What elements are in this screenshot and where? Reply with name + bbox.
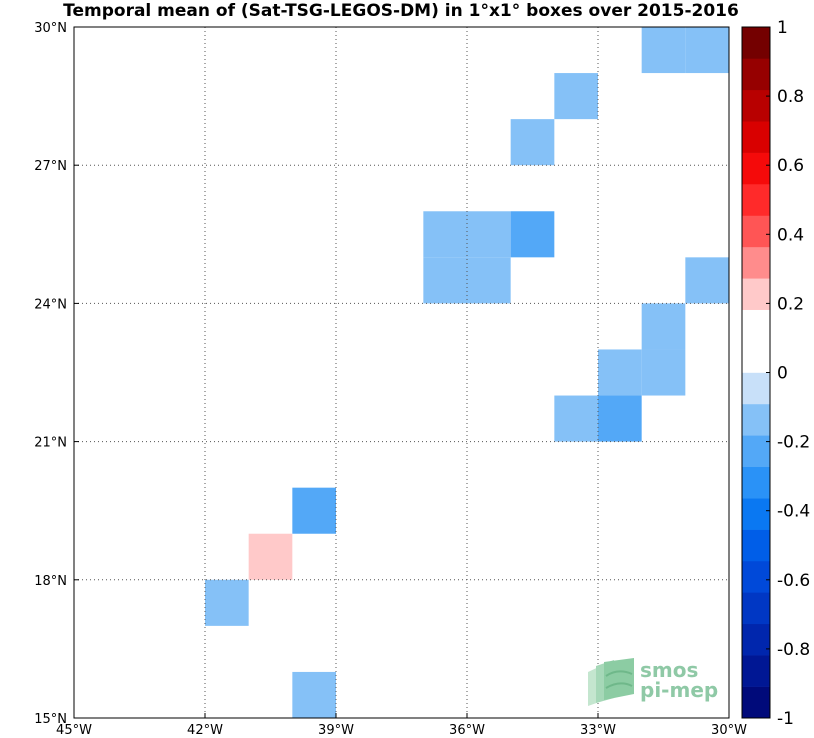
smos-pi-mep-logo: smos pi-mep: [588, 658, 718, 706]
y-tick-label: 15°N: [34, 712, 67, 727]
heatmap-cell: [598, 349, 642, 396]
colorbar-segment: [742, 592, 770, 625]
chart-title: Temporal mean of (Sat-TSG-LEGOS-DM) in 1…: [63, 1, 739, 21]
heatmap-cell: [205, 579, 249, 626]
colorbar-segment: [742, 152, 770, 185]
colorbar-segment: [742, 58, 770, 91]
y-tick-label: 27°N: [34, 159, 67, 174]
heatmap-cells: [205, 27, 729, 718]
heatmap-cell: [292, 671, 336, 718]
x-axis-ticks: 45°W 42°W 39°W 36°W 33°W 30°W: [56, 713, 747, 738]
colorbar-segment: [742, 466, 770, 499]
colorbar-segment: [742, 341, 770, 373]
colorbar-tick-label: -0.8: [777, 640, 810, 660]
colorbar-segment: [742, 529, 770, 562]
colorbar-tick-label: 1: [777, 18, 788, 38]
colorbar: 1 0.8 0.6 0.4 0.2 0 -0.2 -0.4 -0.6 -0.8 -1: [741, 18, 810, 729]
colorbar-segment: [742, 27, 770, 59]
colorbar-segment: [742, 372, 770, 405]
x-tick-label: 45°W: [56, 723, 92, 738]
heatmap-cell: [423, 257, 467, 304]
x-tick-label: 42°W: [187, 723, 223, 738]
colorbar-tick-label: -1: [777, 709, 794, 729]
logo-text-pimep: pi-mep: [640, 678, 718, 702]
colorbar-segment: [742, 403, 770, 436]
heatmap-cell: [248, 533, 293, 580]
heatmap-cell: [641, 27, 686, 74]
heatmap-cell: [685, 257, 729, 304]
colorbar-segment: [742, 498, 770, 530]
heatmap-cell: [598, 395, 642, 442]
heatmap-cell: [467, 257, 511, 304]
heatmap-cell: [641, 303, 686, 350]
colorbar-segment: [742, 246, 770, 279]
colorbar-tick-label: 0.2: [777, 294, 804, 314]
x-tick-label: 36°W: [449, 723, 485, 738]
heatmap-cell: [379, 579, 424, 626]
x-tick-label: 33°W: [580, 723, 616, 738]
x-tick-label: 39°W: [318, 723, 354, 738]
colorbar-segment: [742, 623, 770, 656]
logo-mark-icon: [588, 658, 634, 706]
heatmap-cell: [510, 119, 555, 166]
colorbar-segment: [742, 121, 770, 153]
x-tick-label: 30°W: [711, 723, 747, 738]
logo-text-smos: smos: [640, 658, 698, 682]
colorbar-segment: [742, 560, 770, 593]
y-tick-label: 18°N: [34, 574, 67, 589]
heatmap-cell: [554, 73, 598, 120]
colorbar-tick-label: -0.2: [777, 433, 810, 453]
heatmap-cell: [292, 487, 336, 534]
heatmap-cell: [554, 395, 598, 442]
y-tick-label: 24°N: [34, 297, 67, 312]
heatmap-cell: [510, 211, 555, 258]
colorbar-segment: [742, 215, 770, 248]
colorbar-tick-label: 0: [777, 364, 788, 384]
colorbar-segment: [742, 89, 770, 122]
plot-frame: [73, 26, 730, 719]
colorbar-tick-label: 0.6: [777, 156, 804, 176]
colorbar-segment: [742, 278, 770, 310]
heatmap-cell: [467, 211, 511, 258]
colorbar-tick-label: 0.4: [777, 225, 804, 245]
colorbar-segment: [742, 686, 770, 719]
colorbar-tick-label: -0.6: [777, 571, 810, 591]
colorbar-tick-label: 0.8: [777, 87, 804, 107]
y-axis-ticks: 15°N 18°N 21°N 24°N 27°N 30°N: [34, 21, 79, 727]
y-tick-label: 30°N: [34, 21, 67, 36]
colorbar-segment: [742, 655, 770, 687]
colorbar-segment: [742, 435, 770, 468]
heatmap-cell: [685, 27, 729, 74]
heatmap-cell: [423, 211, 467, 258]
heatmap-cell: [641, 349, 686, 396]
colorbar-segment: [742, 184, 770, 216]
colorbar-segment: [742, 309, 770, 342]
y-tick-label: 21°N: [34, 436, 67, 451]
colorbar-tick-label: -0.4: [777, 502, 810, 522]
